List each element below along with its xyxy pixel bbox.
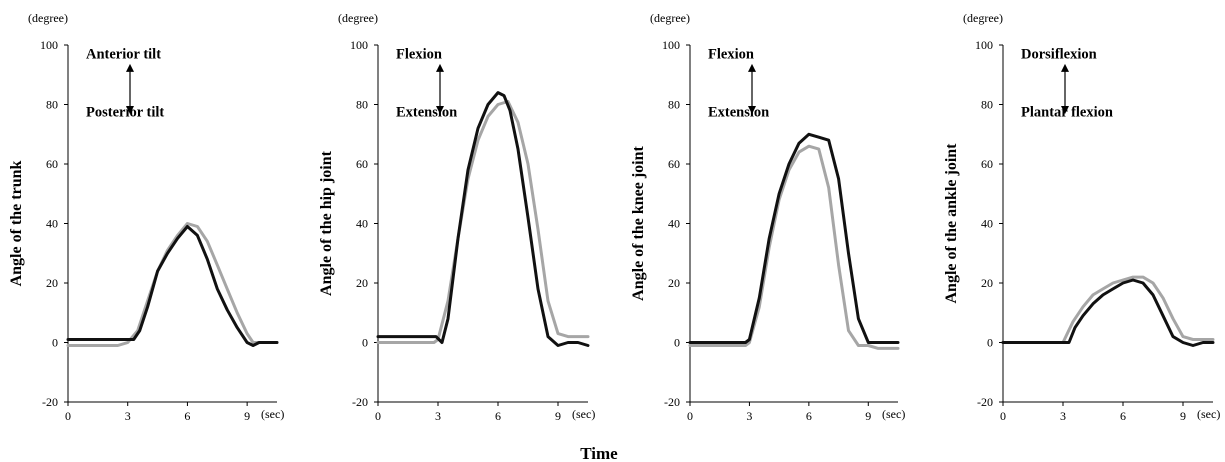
x-axis-title: Time — [580, 444, 618, 462]
y-tick-label: 20 — [46, 276, 58, 290]
y-tick-label: 80 — [46, 98, 58, 112]
annotation-top: Dorsiflexion — [1021, 46, 1097, 62]
x-tick-label: 9 — [865, 409, 871, 423]
x-tick-label: 6 — [806, 409, 812, 423]
chart-panel-1: -20 0 20 40 60 80 100 0 3 6 9 (degree) (sec) Angle of… — [8, 11, 284, 423]
x-tick-label: 6 — [184, 409, 190, 423]
y-unit-label: (degree) — [28, 11, 68, 25]
y-tick-label: 100 — [350, 38, 368, 52]
y-tick-label: 80 — [356, 98, 368, 112]
y-axis-title: Angle of the knee joint — [630, 146, 647, 301]
y-tick-label: 60 — [668, 157, 680, 171]
double-arrow-icon — [436, 64, 444, 114]
y-unit-label: (degree) — [650, 11, 690, 25]
double-arrow-icon — [748, 64, 756, 114]
y-tick-label: 40 — [356, 217, 368, 231]
chart-panel-3: -20 0 20 40 60 80 100 0 3 6 9 (degree) (sec) Angle of… — [630, 11, 905, 423]
double-arrow-icon — [126, 64, 134, 114]
y-tick-label: -20 — [977, 395, 993, 409]
series-line-2 — [1003, 277, 1213, 342]
annotation-bottom: Extension — [708, 104, 769, 120]
x-tick-label: 3 — [746, 409, 752, 423]
y-tick-label: 0 — [52, 336, 58, 350]
series-line-2 — [378, 102, 588, 343]
y-tick-label: 80 — [668, 98, 680, 112]
annotation-top: Flexion — [708, 46, 754, 62]
y-tick-label: 40 — [668, 217, 680, 231]
y-tick-label: 0 — [674, 336, 680, 350]
x-tick-label: 0 — [1000, 409, 1006, 423]
y-tick-label: 100 — [975, 38, 993, 52]
y-tick-label: 20 — [668, 276, 680, 290]
x-unit-label: (sec) — [261, 407, 284, 421]
y-unit-label: (degree) — [963, 11, 1003, 25]
x-tick-label: 9 — [1180, 409, 1186, 423]
y-tick-label: 0 — [987, 336, 993, 350]
x-tick-label: 0 — [65, 409, 71, 423]
x-tick-label: 3 — [1060, 409, 1066, 423]
y-tick-label: 60 — [356, 157, 368, 171]
x-tick-label: 3 — [125, 409, 131, 423]
series-line-1 — [690, 134, 898, 342]
y-tick-label: 40 — [46, 217, 58, 231]
y-tick-label: 100 — [40, 38, 58, 52]
y-axis-title: Angle of the ankle joint — [943, 143, 960, 304]
y-tick-label: 20 — [981, 276, 993, 290]
y-tick-label: 20 — [356, 276, 368, 290]
x-unit-label: (sec) — [572, 407, 595, 421]
x-tick-label: 0 — [687, 409, 693, 423]
annotation-top: Flexion — [396, 46, 442, 62]
x-tick-label: 0 — [375, 409, 381, 423]
chart-panel-2: -20 0 20 40 60 80 100 0 3 6 9 (degree) (sec) Angle of… — [318, 11, 595, 423]
annotation-top: Anterior tilt — [86, 46, 161, 62]
y-tick-label: -20 — [42, 395, 58, 409]
x-tick-label: 3 — [435, 409, 441, 423]
y-tick-label: 40 — [981, 217, 993, 231]
series-line-2 — [690, 146, 898, 348]
x-unit-label: (sec) — [882, 407, 905, 421]
series-line-2 — [68, 224, 277, 346]
y-unit-label: (degree) — [338, 11, 378, 25]
y-tick-label: 80 — [981, 98, 993, 112]
x-tick-label: 9 — [244, 409, 250, 423]
y-tick-label: -20 — [352, 395, 368, 409]
double-arrow-icon — [1061, 64, 1069, 114]
y-tick-label: 100 — [662, 38, 680, 52]
x-tick-label: 6 — [1120, 409, 1126, 423]
x-tick-label: 6 — [495, 409, 501, 423]
y-tick-label: 60 — [981, 157, 993, 171]
y-tick-label: 60 — [46, 157, 58, 171]
annotation-bottom: Extension — [396, 104, 457, 120]
y-tick-label: 0 — [362, 336, 368, 350]
x-unit-label: (sec) — [1197, 407, 1220, 421]
annotation-bottom: Posterior tilt — [86, 104, 164, 120]
chart-panel-4: -20 0 20 40 60 80 100 0 3 6 9 (degree) (sec) Angle of… — [943, 11, 1220, 423]
y-tick-label: -20 — [664, 395, 680, 409]
y-axis-title: Angle of the trunk — [8, 161, 25, 287]
x-tick-label: 9 — [555, 409, 561, 423]
y-axis-title: Angle of the hip joint — [318, 150, 335, 296]
